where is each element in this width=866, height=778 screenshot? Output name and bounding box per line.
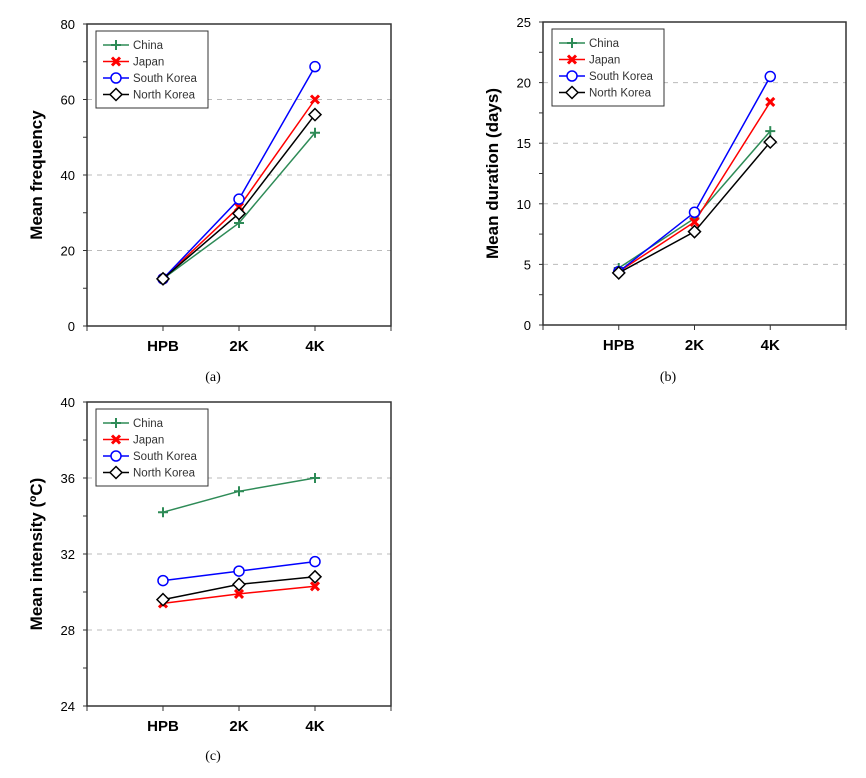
- data-point: [611, 265, 626, 280]
- x-tick-label: 4K: [305, 338, 324, 355]
- legend-marker: [110, 56, 122, 67]
- series-north-korea: [155, 107, 323, 286]
- y-tick-label: 36: [61, 471, 75, 486]
- series-japan: [157, 94, 321, 284]
- series-line: [618, 130, 771, 269]
- legend-marker: [111, 418, 121, 428]
- chart-c: 24 28 32 36 40 HPB 2K 4K Mean intensity (ºC) Chin…: [27, 395, 392, 735]
- caption-c: (c): [205, 749, 221, 764]
- legend-marker: [111, 40, 121, 50]
- data-point: [688, 206, 701, 219]
- legend-marker: [108, 87, 124, 102]
- legend-label: North Korea: [133, 468, 196, 480]
- series-line: [162, 99, 316, 280]
- legend-label: Japan: [133, 57, 164, 69]
- y-tick-label: 60: [61, 93, 75, 108]
- legend-marker: [110, 72, 122, 84]
- data-point: [307, 107, 323, 122]
- legend: China Japan South Korea North Korea: [551, 28, 665, 107]
- legend-label: China: [133, 40, 164, 52]
- legend-marker: [110, 434, 122, 445]
- legend-label: South Korea: [589, 71, 654, 83]
- data-point: [763, 134, 778, 150]
- legend-label: Japan: [133, 435, 164, 447]
- x-tick-label: HPB: [147, 718, 179, 735]
- legend-marker: [110, 450, 122, 462]
- data-point: [307, 569, 323, 584]
- x-tick-label: HPB: [603, 337, 635, 354]
- legend-label: South Korea: [133, 451, 198, 463]
- data-point: [765, 126, 776, 137]
- series-china: [613, 126, 776, 274]
- chart-b: 0 5 10 15 20 25 HPB 2K 4K Mean duration (days) Chi…: [483, 15, 847, 354]
- data-point: [231, 577, 247, 592]
- data-point: [310, 127, 320, 138]
- series-north-korea: [611, 134, 778, 280]
- data-point: [309, 60, 321, 73]
- legend-label: North Korea: [133, 90, 196, 102]
- data-point: [155, 592, 171, 607]
- y-tick-label: 20: [61, 244, 75, 259]
- y-axis-label: Mean duration (days): [483, 88, 502, 259]
- y-tick-label: 20: [517, 76, 531, 91]
- legend: China Japan South Korea North Korea: [95, 30, 209, 109]
- y-tick-label: 40: [61, 168, 75, 183]
- legend-label: China: [589, 38, 620, 50]
- data-point: [689, 216, 700, 228]
- data-point: [764, 70, 776, 83]
- x-tick-label: 2K: [229, 718, 248, 735]
- x-tick-label: 2K: [229, 338, 248, 355]
- y-tick-label: 0: [524, 318, 531, 333]
- legend-marker: [564, 85, 580, 100]
- series-south-korea: [157, 555, 321, 587]
- x-tick-label: HPB: [147, 338, 179, 355]
- data-point: [765, 96, 776, 108]
- y-tick-label: 25: [517, 15, 531, 30]
- data-point: [309, 555, 321, 568]
- legend-label: Japan: [589, 55, 620, 67]
- y-axis-label: Mean frequency: [27, 110, 46, 240]
- x-tick-label: 4K: [305, 718, 324, 735]
- legend-label: North Korea: [589, 88, 652, 100]
- y-tick-label: 5: [524, 257, 531, 272]
- legend: China Japan South Korea North Korea: [95, 408, 209, 487]
- x-tick-label: 2K: [685, 337, 704, 354]
- y-tick-label: 28: [61, 623, 75, 638]
- y-tick-label: 32: [61, 547, 75, 562]
- legend-marker: [566, 54, 578, 65]
- data-point: [157, 574, 169, 587]
- caption-b: (b): [659, 370, 677, 385]
- series-north-korea: [155, 569, 323, 607]
- data-point: [155, 271, 171, 286]
- data-point: [233, 193, 245, 205]
- legend-label: China: [133, 418, 164, 430]
- data-point: [309, 581, 321, 592]
- legend-marker: [567, 38, 577, 48]
- y-tick-label: 0: [68, 319, 75, 334]
- y-tick-label: 15: [517, 136, 531, 151]
- legend-label: South Korea: [133, 73, 198, 85]
- x-tick-label: 4K: [761, 337, 780, 354]
- data-point: [158, 507, 168, 518]
- caption-a: (a): [205, 370, 221, 385]
- legend-marker: [108, 465, 124, 480]
- data-point: [233, 565, 245, 577]
- legend-marker: [566, 70, 578, 82]
- data-point: [310, 473, 320, 483]
- data-point: [687, 224, 702, 239]
- y-tick-label: 24: [61, 699, 75, 714]
- series-line: [618, 101, 771, 273]
- data-point: [233, 588, 245, 599]
- y-tick-label: 10: [517, 197, 531, 212]
- y-tick-label: 40: [61, 395, 75, 410]
- data-point: [309, 94, 321, 105]
- data-point: [231, 206, 247, 221]
- chart-a: 0 20 40 60 80 HPB 2K 4K Mean frequency China Japan…: [27, 17, 392, 355]
- series-china: [158, 473, 320, 518]
- series-japan: [613, 96, 776, 277]
- y-axis-label: Mean intensity (ºC): [27, 478, 46, 631]
- y-tick-label: 80: [61, 17, 75, 32]
- data-point: [234, 486, 244, 497]
